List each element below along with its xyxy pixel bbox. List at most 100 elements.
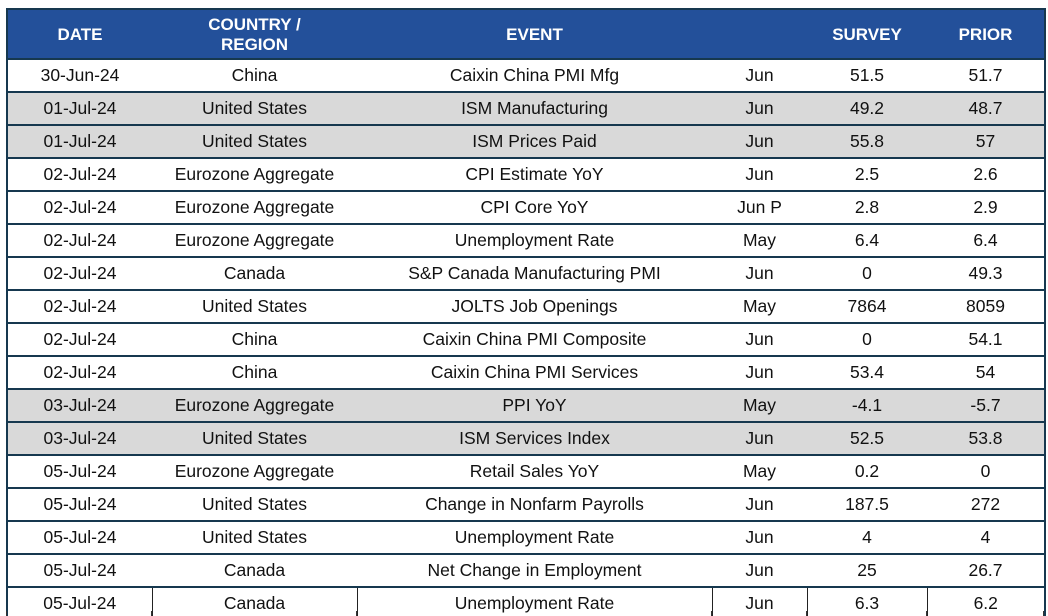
- cell-survey: 2.5: [807, 158, 927, 192]
- cell-event: JOLTS Job Openings: [357, 290, 712, 324]
- cell-survey: 0: [807, 323, 927, 357]
- cell-event: Unemployment Rate: [356, 587, 712, 616]
- cell-period: Jun: [712, 488, 807, 522]
- table-row: 05-Jul-24 Eurozone Aggregate Retail Sales …: [6, 455, 1046, 489]
- table-header: DATE COUNTRY / REGION EVENT SURVEY PRIOR: [6, 8, 1046, 60]
- cell-prior: 48.7: [927, 92, 1046, 126]
- cell-country: Eurozone Aggregate: [152, 191, 357, 225]
- cell-date: 05-Jul-24: [6, 455, 152, 489]
- cell-survey: 7864: [807, 290, 927, 324]
- cell-country: United States: [152, 92, 357, 126]
- gridline: [926, 611, 927, 616]
- cell-prior: 26.7: [927, 554, 1046, 588]
- gridline: [806, 611, 807, 616]
- cell-period: Jun: [712, 158, 807, 192]
- cell-prior: 49.3: [927, 257, 1046, 291]
- table-bottom-gridlines: [6, 611, 1044, 616]
- cell-country: Canada: [152, 554, 357, 588]
- cell-survey: 0: [807, 257, 927, 291]
- cell-survey: 52.5: [807, 422, 927, 456]
- cell-prior: 0: [927, 455, 1046, 489]
- cell-event: Change in Nonfarm Payrolls: [357, 488, 712, 522]
- cell-date: 05-Jul-24: [6, 521, 152, 555]
- cell-period: Jun: [712, 323, 807, 357]
- gridline: [1043, 611, 1044, 616]
- header-country-line1: COUNTRY /: [208, 15, 301, 34]
- cell-period: Jun: [712, 422, 807, 456]
- table-row: 02-Jul-24 Eurozone Aggregate CPI Core YoY J…: [6, 191, 1046, 225]
- header-period: [712, 8, 807, 60]
- header-prior: PRIOR: [927, 8, 1046, 60]
- cell-event: ISM Prices Paid: [357, 125, 712, 159]
- cell-event: Unemployment Rate: [357, 224, 712, 258]
- cell-date: 01-Jul-24: [6, 125, 152, 159]
- header-event: EVENT: [357, 8, 712, 60]
- cell-country: Canada: [152, 257, 357, 291]
- table-row: 03-Jul-24 United States ISM Services Index…: [6, 422, 1046, 456]
- cell-event: Retail Sales YoY: [357, 455, 712, 489]
- table-row: 05-Jul-24 Canada Net Change in Employment J…: [6, 554, 1046, 588]
- cell-country: Eurozone Aggregate: [152, 455, 357, 489]
- table-row: 02-Jul-24 Canada S&P Canada Manufacturing …: [6, 257, 1046, 291]
- cell-prior: 4: [927, 521, 1046, 555]
- table-body: 30-Jun-24 China Caixin China PMI Mfg Jun 51.…: [6, 59, 1046, 616]
- cell-event: ISM Manufacturing: [357, 92, 712, 126]
- cell-period: Jun: [712, 92, 807, 126]
- cell-event: CPI Estimate YoY: [357, 158, 712, 192]
- cell-period: Jun: [712, 521, 807, 555]
- cell-prior: 53.8: [927, 422, 1046, 456]
- cell-country: Eurozone Aggregate: [152, 158, 357, 192]
- cell-date: 02-Jul-24: [6, 191, 152, 225]
- economic-calendar-table: DATE COUNTRY / REGION EVENT SURVEY PRIOR…: [6, 8, 1046, 616]
- cell-country: United States: [152, 488, 357, 522]
- cell-date: 02-Jul-24: [6, 356, 152, 390]
- table-row: 30-Jun-24 China Caixin China PMI Mfg Jun 51.…: [6, 59, 1046, 93]
- header-row: DATE COUNTRY / REGION EVENT SURVEY PRIOR: [6, 8, 1046, 60]
- cell-date: 05-Jul-24: [6, 554, 152, 588]
- table-row: 05-Jul-24 Canada Unemployment Rate Jun 6.3 6.…: [6, 587, 1046, 616]
- header-date: DATE: [6, 8, 152, 60]
- cell-survey: 187.5: [807, 488, 927, 522]
- cell-prior: 54.1: [927, 323, 1046, 357]
- cell-period: Jun: [712, 59, 807, 93]
- cell-event: ISM Services Index: [357, 422, 712, 456]
- gridline: [711, 611, 712, 616]
- cell-event: S&P Canada Manufacturing PMI: [357, 257, 712, 291]
- cell-period: May: [712, 389, 807, 423]
- table-row: 03-Jul-24 Eurozone Aggregate PPI YoY May -4.…: [6, 389, 1046, 423]
- cell-date: 03-Jul-24: [6, 422, 152, 456]
- cell-survey: 0.2: [807, 455, 927, 489]
- cell-period: May: [712, 224, 807, 258]
- cell-event: Caixin China PMI Composite: [357, 323, 712, 357]
- cell-prior: 6.2: [926, 587, 1046, 616]
- cell-date: 01-Jul-24: [6, 92, 152, 126]
- cell-event: CPI Core YoY: [357, 191, 712, 225]
- cell-prior: 54: [927, 356, 1046, 390]
- cell-country: United States: [152, 125, 357, 159]
- cell-survey: 2.8: [807, 191, 927, 225]
- table-row: 02-Jul-24 Eurozone Aggregate CPI Estimate …: [6, 158, 1046, 192]
- cell-date: 05-Jul-24: [6, 488, 152, 522]
- cell-event: Caixin China PMI Mfg: [357, 59, 712, 93]
- cell-prior: 2.9: [927, 191, 1046, 225]
- cell-date: 02-Jul-24: [6, 290, 152, 324]
- cell-country: Canada: [151, 587, 357, 616]
- header-country-line2: REGION: [220, 35, 289, 54]
- header-country-region: COUNTRY / REGION: [152, 8, 357, 60]
- gridline: [151, 611, 152, 616]
- economic-calendar-table-container: DATE COUNTRY / REGION EVENT SURVEY PRIOR…: [6, 8, 1046, 616]
- cell-period: Jun: [711, 587, 807, 616]
- cell-survey: 55.8: [807, 125, 927, 159]
- cell-survey: 51.5: [807, 59, 927, 93]
- cell-country: China: [152, 59, 357, 93]
- cell-survey: 49.2: [807, 92, 927, 126]
- table-row: 01-Jul-24 United States ISM Manufacturing J…: [6, 92, 1046, 126]
- cell-country: China: [152, 356, 357, 390]
- cell-period: Jun: [712, 356, 807, 390]
- cell-survey: 25: [807, 554, 927, 588]
- cell-date: 02-Jul-24: [6, 224, 152, 258]
- cell-prior: 272: [927, 488, 1046, 522]
- cell-prior: -5.7: [927, 389, 1046, 423]
- cell-country: United States: [152, 290, 357, 324]
- table-row: 05-Jul-24 United States Unemployment Rate J…: [6, 521, 1046, 555]
